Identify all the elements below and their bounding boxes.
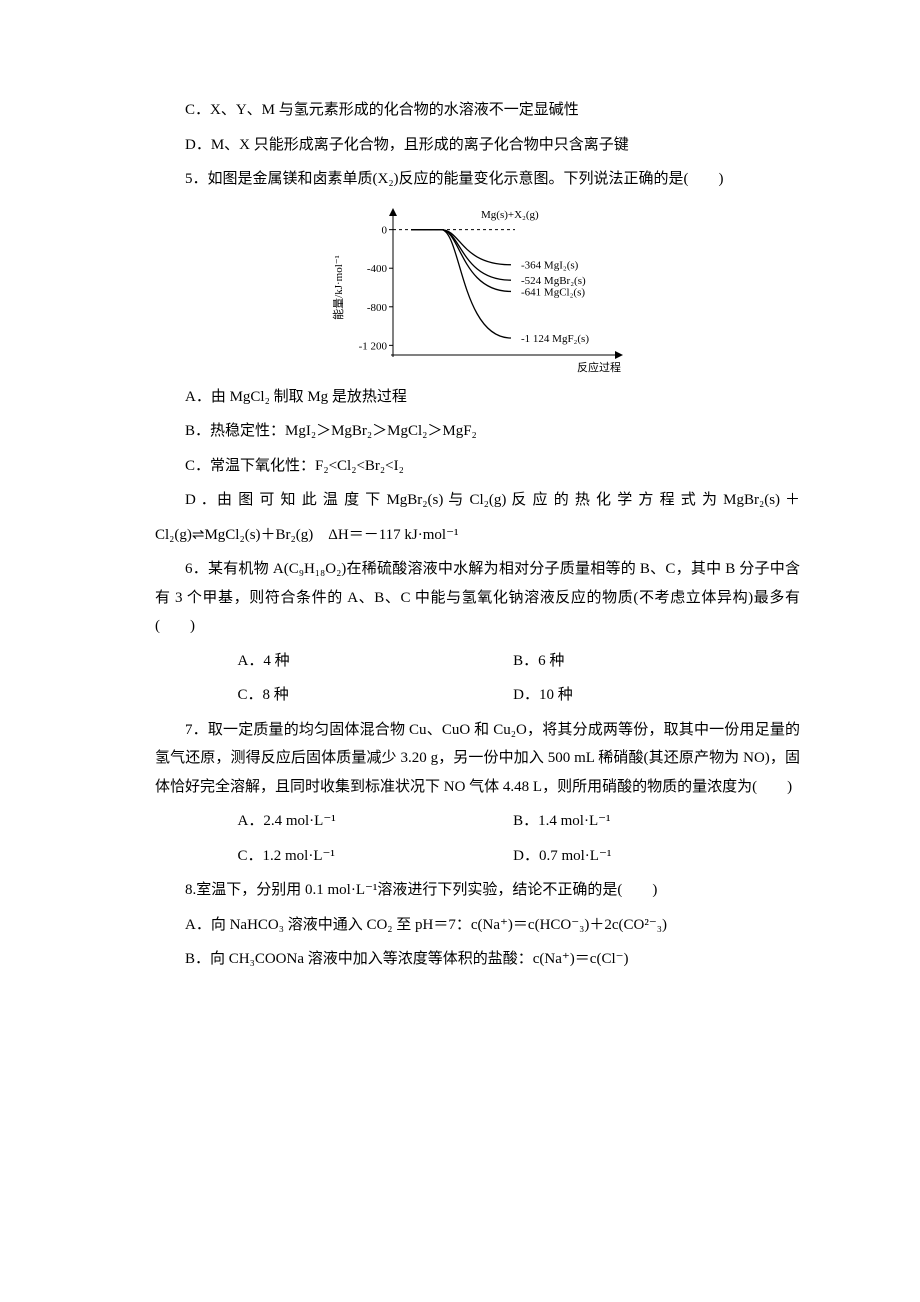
q7-option-b: B．1.4 mol·L⁻¹ [513,807,789,836]
q7-option-a: A．2.4 mol·L⁻¹ [238,807,514,836]
q8-stem: 8.室温下，分别用 0.1 mol·L⁻¹溶液进行下列实验，结论不正确的是( ) [155,876,800,905]
q6-option-c: C．8 种 [238,681,514,710]
q7-stem: 7．取一定质量的均匀固体混合物 Cu、CuO 和 Cu₂O，将其分成两等份，取其… [155,716,800,802]
q5-chart: 0 -400 -800 -1 200 能量/kJ·mol⁻¹ Mg(s)+X₂(g) 反应过… [155,202,800,377]
q5-option-c: C．常温下氧化性：F₂<Cl₂<Br₂<I₂ [155,452,800,481]
q6-option-b: B．6 种 [513,647,789,676]
q7-option-c: C．1.2 mol·L⁻¹ [238,842,514,871]
q8-option-b: B．向 CH₃COONa 溶液中加入等浓度等体积的盐酸：c(Na⁺)＝c(Cl⁻… [155,945,800,974]
q6-stem: 6．某有机物 A(C₉H₁₈O₂)在稀硫酸溶液中水解为相对分子质量相等的 B、C… [155,555,800,641]
q5-option-d-line2: Cl₂(g)⇌MgCl₂(s)＋Br₂(g) ΔH＝－117 kJ·mol⁻¹ [155,521,800,550]
q7-option-d: D．0.7 mol·L⁻¹ [513,842,789,871]
q6-option-d: D．10 种 [513,681,789,710]
svg-text:反应过程: 反应过程 [577,360,621,374]
svg-text:-641 MgCl₂(s): -641 MgCl₂(s) [521,286,585,298]
q5-option-a: A．由 MgCl₂ 制取 Mg 是放热过程 [155,383,800,412]
q4-option-c: C．X、Y、M 与氢元素形成的化合物的水溶液不一定显碱性 [155,96,800,125]
svg-text:-1 200: -1 200 [358,340,387,352]
svg-text:-400: -400 [366,263,387,275]
q8-option-a: A．向 NaHCO₃ 溶液中通入 CO₂ 至 pH＝7：c(Na⁺)＝c(HCO… [155,911,800,940]
q6-option-a: A．4 种 [238,647,514,676]
svg-text:-364 MgI₂(s): -364 MgI₂(s) [521,259,579,271]
svg-text:-800: -800 [366,301,387,313]
svg-text:0: 0 [381,224,387,236]
q4-option-d: D．M、X 只能形成离子化合物，且形成的离子化合物中只含离子键 [155,131,800,160]
svg-text:Mg(s)+X₂(g): Mg(s)+X₂(g) [481,209,539,221]
svg-text:-1 124 MgF₂(s): -1 124 MgF₂(s) [521,333,589,345]
energy-chart-svg: 0 -400 -800 -1 200 能量/kJ·mol⁻¹ Mg(s)+X₂(g) 反应过… [328,202,628,377]
q5-stem: 5．如图是金属镁和卤素单质(X₂)反应的能量变化示意图。下列说法正确的是( ) [155,165,800,194]
svg-text:-524 MgBr₂(s): -524 MgBr₂(s) [521,275,586,287]
q5-option-d-line1: D ．由 图 可 知 此 温 度 下 MgBr₂(s) 与 Cl₂(g) 反 应… [155,486,800,515]
svg-text:能量/kJ·mol⁻¹: 能量/kJ·mol⁻¹ [331,255,345,320]
q5-option-b: B．热稳定性：MgI₂＞MgBr₂＞MgCl₂＞MgF₂ [155,417,800,446]
